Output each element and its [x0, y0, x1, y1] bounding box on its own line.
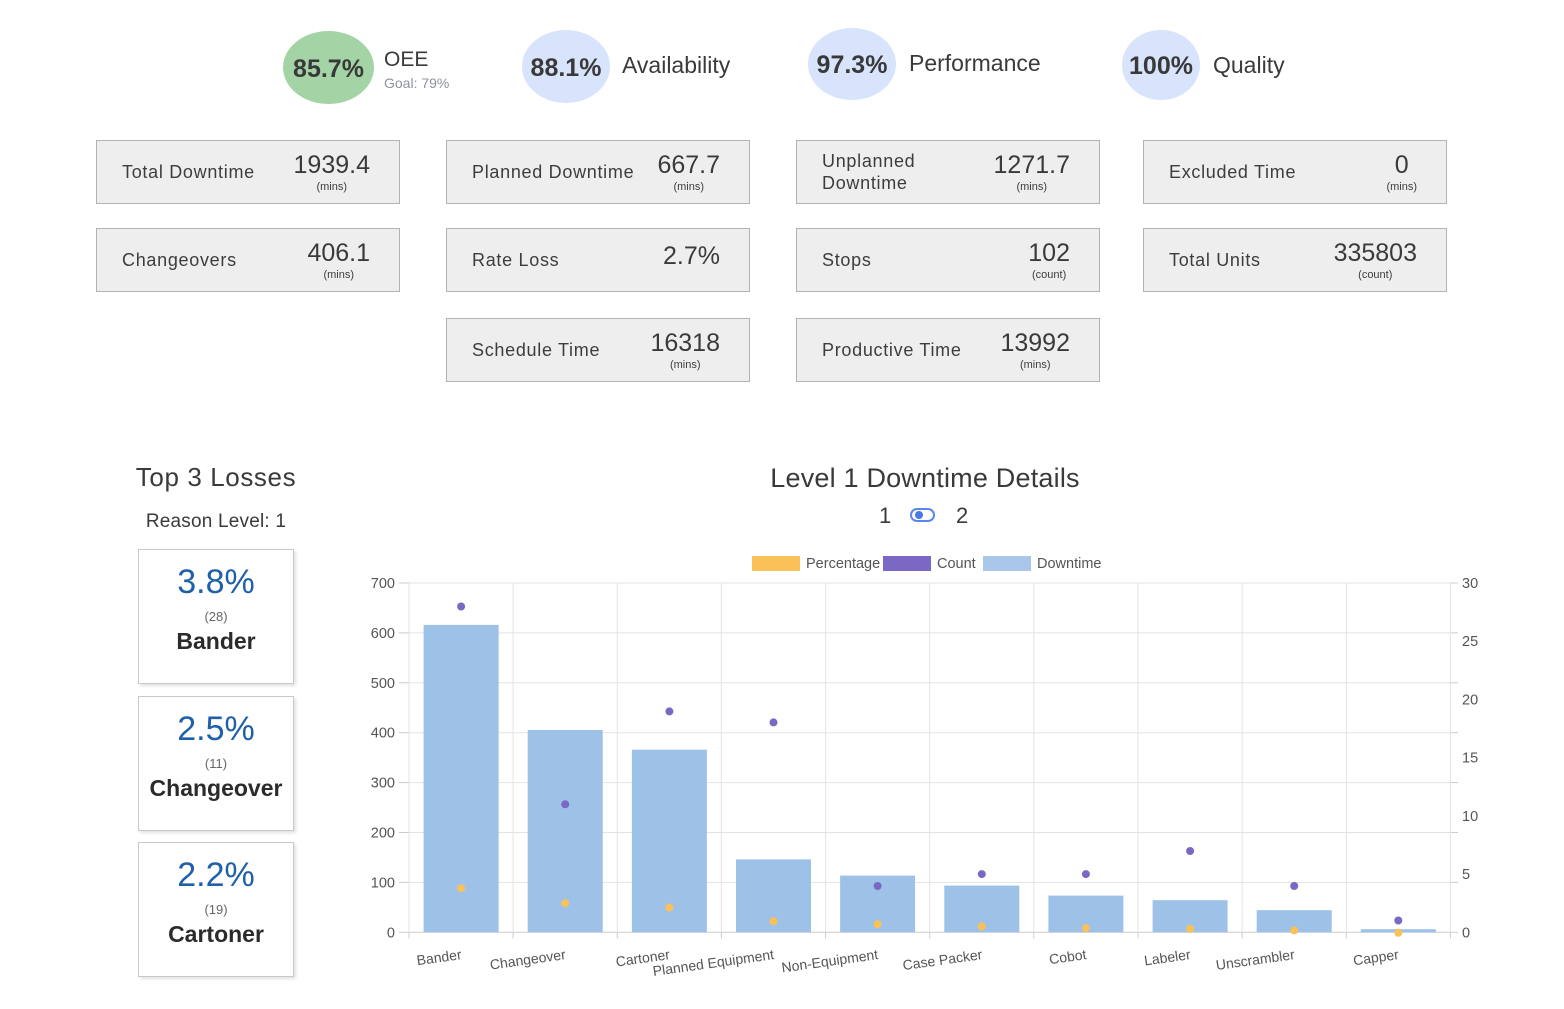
svg-text:700: 700 — [371, 576, 395, 592]
svg-text:400: 400 — [371, 726, 395, 742]
svg-text:100: 100 — [371, 875, 395, 891]
svg-text:300: 300 — [371, 776, 395, 792]
svg-text:Case Packer: Case Packer — [902, 946, 984, 973]
svg-text:Bander: Bander — [416, 946, 463, 968]
svg-text:15: 15 — [1462, 751, 1478, 767]
svg-text:20: 20 — [1462, 692, 1478, 708]
svg-text:Changeover: Changeover — [489, 946, 567, 973]
svg-text:Capper: Capper — [1352, 946, 1400, 968]
svg-text:10: 10 — [1462, 809, 1478, 825]
svg-text:600: 600 — [371, 626, 395, 642]
svg-text:Cartoner: Cartoner — [615, 946, 672, 969]
svg-text:Unscrambler: Unscrambler — [1215, 946, 1296, 973]
svg-text:500: 500 — [371, 676, 395, 692]
svg-text:0: 0 — [387, 925, 395, 941]
svg-text:25: 25 — [1462, 634, 1478, 650]
svg-text:Cobot: Cobot — [1048, 946, 1087, 967]
svg-text:0: 0 — [1462, 925, 1470, 941]
svg-text:30: 30 — [1462, 576, 1478, 592]
svg-text:5: 5 — [1462, 867, 1470, 883]
svg-text:200: 200 — [371, 826, 395, 842]
svg-text:Non-Equipment: Non-Equipment — [780, 946, 879, 975]
svg-text:Planned Equipment: Planned Equipment — [652, 946, 775, 979]
svg-text:Labeler: Labeler — [1143, 946, 1192, 968]
